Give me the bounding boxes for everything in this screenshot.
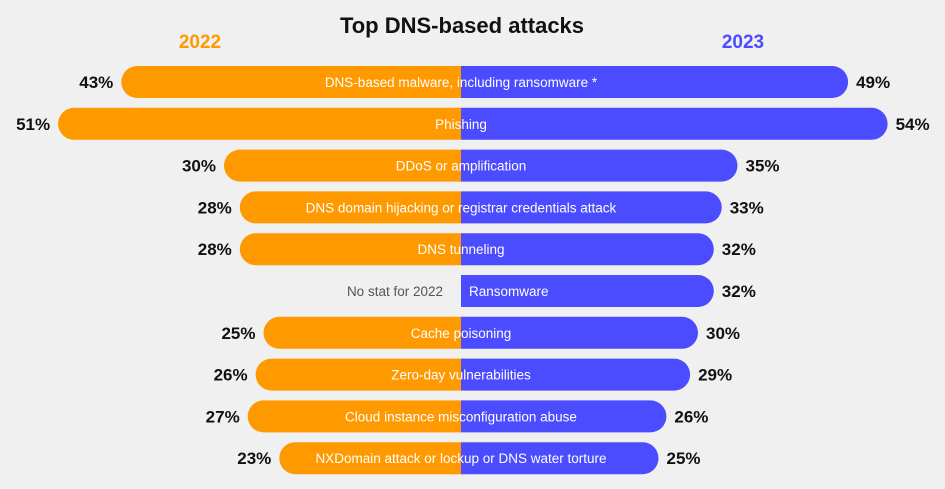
category-label: DNS domain hijacking or registrar creden… [306,200,617,215]
bar-2022 [224,149,461,182]
bar-2023 [461,149,738,182]
category-label: Zero-day vulnerabilities [391,368,531,383]
bar-2023 [461,66,849,98]
value-label-2023: 33% [730,198,764,217]
value-label-2022: 26% [214,366,248,385]
value-label-2023: 32% [722,240,756,259]
bar-2022 [239,191,461,224]
value-label-2023: 30% [706,324,740,343]
value-label-2022: 27% [206,407,240,426]
bar-2023 [461,191,722,224]
bar-2022 [263,316,461,349]
value-label-2023: 29% [698,366,732,385]
value-label-2022: 23% [237,449,271,468]
bar-2022 [247,400,461,433]
value-label-2022: 28% [198,198,232,217]
category-label: Cache poisoning [411,326,512,341]
bar-2023 [461,400,667,433]
category-label: Phishing [435,117,487,132]
value-label-2022: 28% [198,240,232,259]
value-label-2023: 54% [896,115,930,134]
value-label-2022: 51% [16,115,50,134]
bar-2022 [121,66,462,98]
bar-2022 [279,442,461,475]
bar-2023 [461,107,888,140]
category-label: DNS tunneling [417,242,504,257]
bar-2022 [58,107,461,140]
category-label: NXDomain attack or lockup or DNS water t… [315,451,606,466]
bar-2022 [255,358,461,391]
bar-2023 [461,358,691,391]
bar-2023 [461,316,698,349]
value-label-2023: 25% [667,449,701,468]
category-label: DDoS or amplification [396,159,527,174]
value-label-2023: 26% [674,407,708,426]
category-label: Ransomware [469,284,549,299]
value-label-2023: 32% [722,282,756,301]
value-label-2022: 25% [221,324,255,343]
value-label-2023: 49% [856,73,890,92]
missing-stat-label: No stat for 2022 [347,284,443,299]
value-label-2022: 30% [182,157,216,176]
category-label: Cloud instance misconfiguration abuse [345,409,577,424]
bar-2023 [461,442,659,475]
value-label-2023: 35% [746,157,780,176]
category-label: DNS-based malware, including ransomware … [325,75,598,90]
legend-2023: 2023 [722,32,764,53]
bar-2022 [239,233,461,266]
bar-2023 [461,275,714,307]
chart-title: Top DNS-based attacks [340,13,584,38]
bar-2023 [461,233,714,266]
legend-2022: 2022 [179,32,221,53]
value-label-2022: 43% [79,73,113,92]
